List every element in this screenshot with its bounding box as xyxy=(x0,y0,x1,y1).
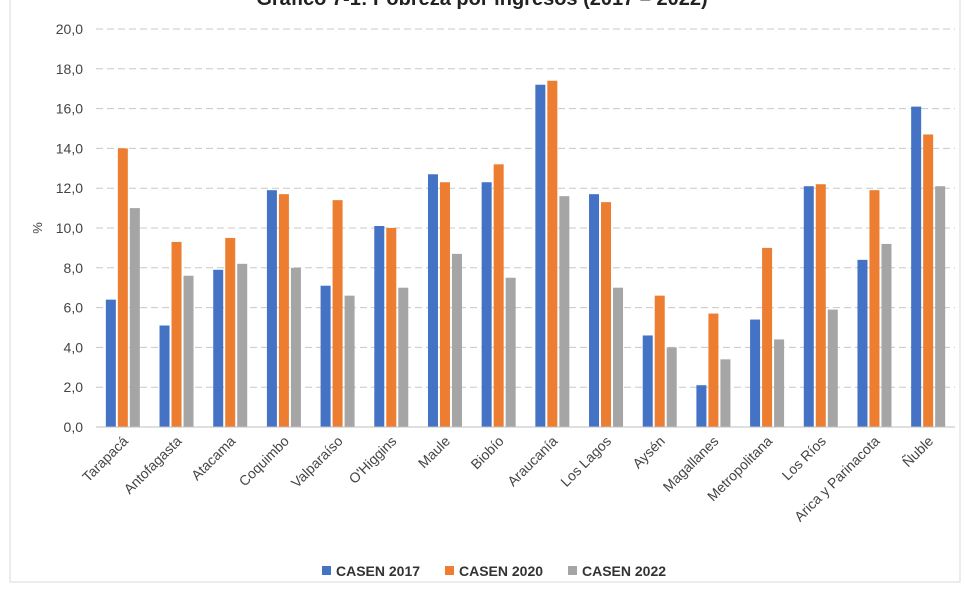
bar-casen-2017-15 xyxy=(911,106,922,428)
bar-casen-2017-5 xyxy=(374,226,385,427)
bar-casen-2022-12 xyxy=(774,339,785,427)
bar-casen-2020-8 xyxy=(547,80,558,428)
legend-label: CASEN 2022 xyxy=(582,563,666,579)
bar-casen-2022-5 xyxy=(398,287,409,427)
chart-title: Gráfico 7-1: Pobreza por ingresos (2017 … xyxy=(256,0,707,10)
bar-casen-2020-2 xyxy=(225,237,236,427)
bar-casen-2017-14 xyxy=(857,259,868,427)
bar-casen-2017-11 xyxy=(696,385,707,427)
bar-casen-2017-6 xyxy=(427,174,438,427)
bar-casen-2020-3 xyxy=(278,194,289,427)
bar-casen-2020-9 xyxy=(601,202,612,427)
bar-casen-2022-7 xyxy=(505,277,516,427)
bar-casen-2022-9 xyxy=(613,287,624,427)
legend-swatch xyxy=(445,566,454,575)
bar-casen-2017-7 xyxy=(481,182,492,427)
bar-casen-2020-4 xyxy=(332,200,343,427)
y-tick-label: 0,0 xyxy=(64,419,84,435)
y-tick-label: 12,0 xyxy=(56,180,83,196)
bar-casen-2017-8 xyxy=(535,84,546,427)
y-tick-label: 16,0 xyxy=(56,101,83,117)
bar-casen-2017-3 xyxy=(266,190,277,427)
legend-swatch xyxy=(322,566,331,575)
y-axis-label: % xyxy=(30,222,45,234)
bar-casen-2017-4 xyxy=(320,285,331,427)
bar-casen-2020-13 xyxy=(815,184,826,427)
y-tick-label: 8,0 xyxy=(64,260,84,276)
bar-casen-2020-0 xyxy=(117,148,128,427)
legend-swatch xyxy=(568,566,577,575)
y-tick-label: 10,0 xyxy=(56,220,83,236)
bar-casen-2020-14 xyxy=(869,190,880,427)
legend-label: CASEN 2017 xyxy=(336,563,420,579)
y-tick-label: 14,0 xyxy=(56,140,83,156)
y-tick-label: 2,0 xyxy=(64,379,84,395)
bar-casen-2020-1 xyxy=(171,241,182,427)
bar-casen-2022-11 xyxy=(720,359,731,427)
y-tick-label: 6,0 xyxy=(64,300,84,316)
bars xyxy=(105,80,946,428)
bar-casen-2022-3 xyxy=(290,267,301,427)
bar-casen-2020-5 xyxy=(386,228,397,427)
bar-casen-2020-10 xyxy=(654,295,665,427)
bar-casen-2022-4 xyxy=(344,295,355,427)
y-tick-label: 20,0 xyxy=(56,21,83,37)
bar-casen-2022-0 xyxy=(129,208,140,427)
bar-casen-2017-9 xyxy=(589,194,600,427)
bar-casen-2022-6 xyxy=(451,253,462,427)
bar-casen-2020-6 xyxy=(439,182,450,427)
bar-casen-2020-15 xyxy=(923,134,934,427)
y-axis-ticks: 0,0 2,0 4,0 6,0 8,0 10,0 12,0 14,0 16,0 18,0 20,0 xyxy=(56,21,83,435)
bar-casen-2020-12 xyxy=(762,247,773,427)
legend: CASEN 2017 CASEN 2020 CASEN 2022 xyxy=(322,563,666,579)
bar-casen-2017-10 xyxy=(642,335,653,427)
bar-casen-2017-12 xyxy=(750,319,761,427)
bar-casen-2017-2 xyxy=(213,269,224,427)
bar-casen-2022-8 xyxy=(559,196,570,427)
y-tick-label: 18,0 xyxy=(56,61,83,77)
bar-casen-2022-10 xyxy=(666,347,677,427)
bar-casen-2020-7 xyxy=(493,164,504,427)
bar-casen-2017-0 xyxy=(105,299,116,427)
bar-casen-2017-13 xyxy=(803,186,814,427)
bar-casen-2022-2 xyxy=(237,263,248,427)
bar-casen-2020-11 xyxy=(708,313,719,427)
legend-label: CASEN 2020 xyxy=(459,563,543,579)
bar-casen-2017-1 xyxy=(159,325,170,427)
bar-casen-2022-14 xyxy=(881,243,892,427)
y-tick-label: 4,0 xyxy=(64,339,84,355)
bar-casen-2022-13 xyxy=(827,309,838,427)
bar-casen-2022-1 xyxy=(183,275,194,427)
bar-casen-2022-15 xyxy=(935,186,946,427)
